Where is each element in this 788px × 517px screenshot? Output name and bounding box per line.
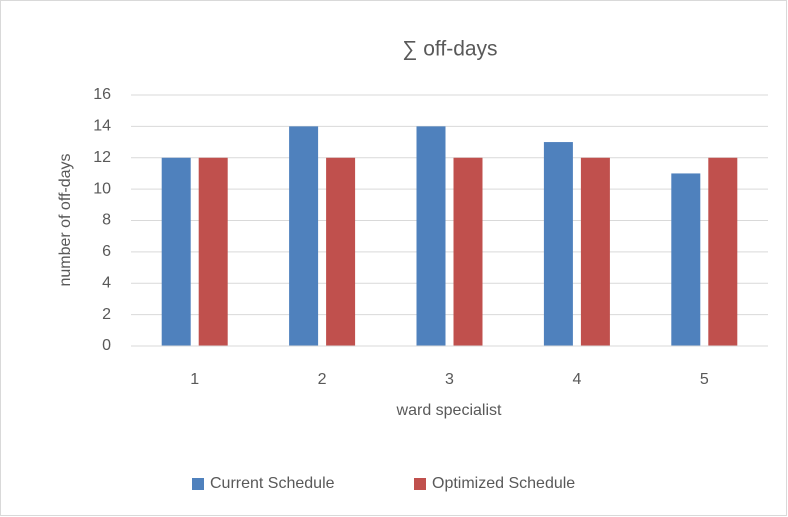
- y-tick-label: 4: [102, 274, 111, 291]
- x-axis-label: ward specialist: [396, 402, 502, 419]
- x-tick-label: 2: [318, 371, 327, 388]
- bar: [289, 126, 319, 346]
- legend-swatch: [192, 478, 204, 490]
- y-tick-label: 10: [93, 180, 111, 197]
- bar: [161, 157, 191, 346]
- x-tick-label: 3: [445, 371, 454, 388]
- y-tick-label: 16: [93, 86, 111, 103]
- legend-swatch: [414, 478, 426, 490]
- x-tick-label: 5: [700, 371, 709, 388]
- x-tick-label: 1: [190, 371, 199, 388]
- legend-label: Current Schedule: [210, 475, 335, 492]
- y-axis-label: number of off-days: [57, 153, 74, 286]
- bar: [580, 157, 610, 346]
- bar: [708, 157, 738, 346]
- y-tick-label: 6: [102, 243, 111, 260]
- bar: [453, 157, 483, 346]
- y-tick-label: 0: [102, 337, 111, 354]
- bar: [326, 157, 356, 346]
- legend-label: Optimized Schedule: [432, 475, 575, 492]
- x-tick-label: 4: [572, 371, 581, 388]
- chart-title: ∑ off-days: [402, 38, 497, 61]
- bar: [671, 173, 701, 346]
- bar: [198, 157, 228, 346]
- y-tick-label: 14: [93, 118, 111, 135]
- bar: [543, 142, 573, 346]
- y-tick-label: 8: [102, 212, 111, 229]
- y-tick-label: 2: [102, 306, 111, 323]
- y-tick-label: 12: [93, 149, 111, 166]
- bar: [416, 126, 446, 346]
